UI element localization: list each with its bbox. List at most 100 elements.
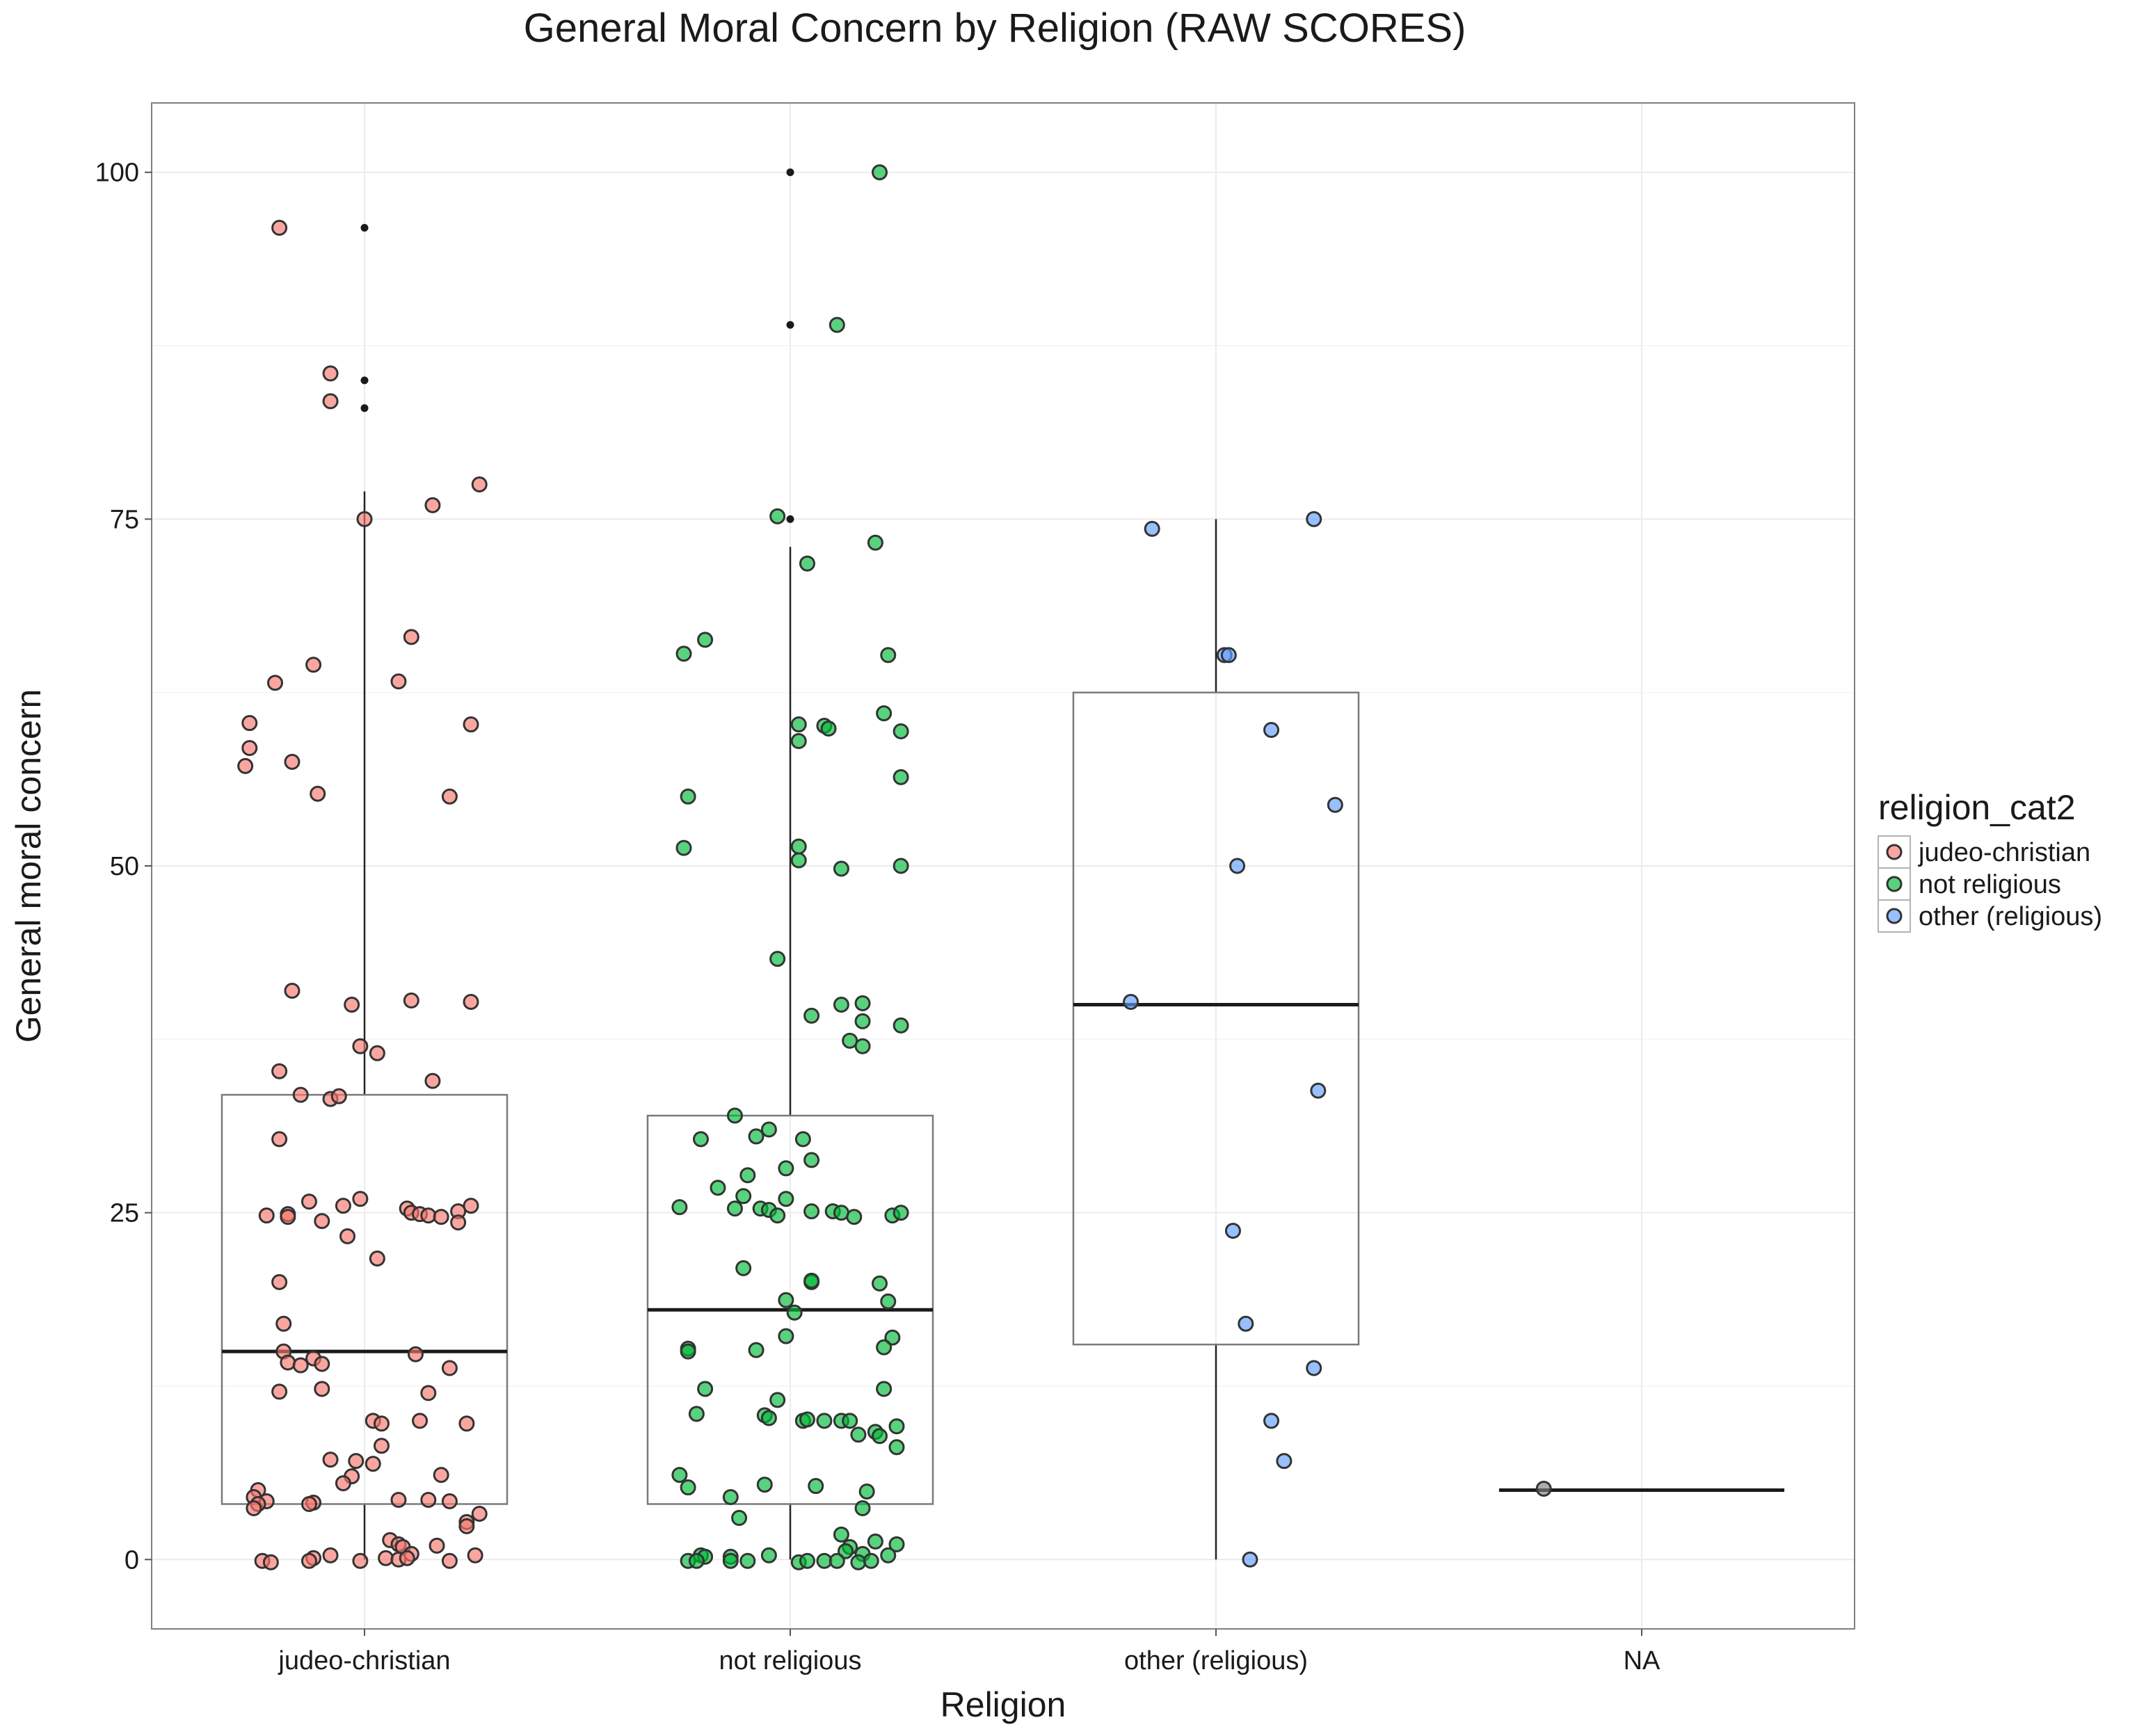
data-point (390, 1492, 407, 1509)
data-point (356, 511, 373, 527)
data-point (799, 1552, 815, 1569)
y-tick-label: 50 (110, 852, 139, 881)
outlier-point (786, 321, 794, 329)
data-point (778, 1292, 794, 1308)
legend-title: religion_cat2 (1878, 788, 2076, 827)
data-point (403, 992, 419, 1008)
data-point (803, 1007, 820, 1024)
data-point (778, 1328, 794, 1344)
data-point (271, 220, 288, 236)
data-point (748, 1342, 765, 1358)
x-axis: judeo-christian not religious other (relig… (278, 1629, 1660, 1675)
data-point (1306, 1360, 1322, 1376)
data-point (893, 1017, 909, 1034)
data-point (266, 675, 283, 691)
data-point (284, 983, 301, 999)
data-point (284, 753, 301, 770)
data-point (378, 1550, 394, 1566)
data-point (671, 1199, 688, 1216)
grid-lines (152, 103, 1855, 1629)
y-tick-label: 75 (110, 505, 139, 534)
data-point (1327, 796, 1343, 813)
data-point (680, 1479, 696, 1496)
data-point (769, 1392, 786, 1408)
data-point (778, 1160, 794, 1177)
data-point (412, 1413, 429, 1429)
data-point (680, 788, 696, 805)
legend-entry: judeo-christian (1878, 835, 2090, 869)
y-axis: 0 25 50 75 100 (95, 159, 152, 1575)
data-point (680, 1343, 696, 1360)
data-point (790, 838, 807, 855)
box-1 (221, 224, 509, 1560)
box-iqr (221, 1093, 509, 1505)
data-point (880, 1547, 897, 1564)
data-point (1310, 1082, 1327, 1099)
data-point (275, 1315, 292, 1332)
data-point (301, 1552, 317, 1569)
data-point (799, 555, 815, 572)
data-point (471, 1505, 488, 1522)
outlier-point (360, 404, 369, 412)
data-point (1276, 1453, 1292, 1470)
data-point (888, 1439, 905, 1456)
data-point (697, 1381, 714, 1397)
data-point (373, 1415, 390, 1432)
data-point (271, 1273, 288, 1290)
boxes-layer (221, 168, 1785, 1560)
data-point (369, 1250, 385, 1267)
outlier-point (786, 515, 794, 523)
data-point (441, 1493, 458, 1510)
x-tick-label: not religious (719, 1646, 862, 1675)
data-point (1123, 993, 1139, 1010)
data-point (838, 1543, 854, 1559)
data-point (1238, 1315, 1254, 1332)
data-point (373, 1438, 390, 1454)
data-point (688, 1552, 705, 1569)
legend-entry: not religious (1878, 867, 2061, 901)
data-point (280, 1209, 296, 1225)
data-point (850, 1426, 867, 1443)
data-point (722, 1552, 739, 1569)
data-point (846, 1209, 863, 1225)
data-point (463, 1198, 479, 1214)
data-point (352, 1038, 369, 1054)
data-point (1229, 858, 1246, 874)
data-point (794, 1131, 811, 1148)
data-point (739, 1552, 756, 1569)
data-point (876, 1339, 893, 1356)
data-point (854, 1038, 871, 1054)
data-point (829, 1552, 845, 1569)
data-point (433, 1467, 449, 1484)
data-point (692, 1131, 709, 1148)
data-point (722, 1489, 739, 1506)
legend-entry: other (religious) (1878, 899, 2102, 933)
data-point (790, 732, 807, 749)
data-point (816, 1413, 833, 1429)
chart-title: General Moral Concern by Religion (RAW S… (524, 6, 1466, 51)
legend-label: not religious (1919, 870, 2061, 899)
data-point (1224, 1223, 1241, 1239)
data-point (262, 1554, 279, 1570)
data-point (271, 1383, 288, 1400)
data-point (399, 1550, 415, 1566)
legend-label: judeo-christian (1918, 838, 2090, 867)
data-point (322, 365, 339, 382)
data-point (748, 1128, 765, 1145)
box-3 (1072, 519, 1360, 1560)
data-point (335, 1198, 351, 1214)
data-point (314, 1381, 330, 1397)
data-point (760, 1410, 777, 1426)
data-point (760, 1121, 777, 1138)
data-point (433, 1209, 449, 1225)
data-point (344, 996, 360, 1013)
data-point (1263, 722, 1280, 739)
data-point (833, 860, 849, 877)
data-point (893, 769, 909, 785)
data-point (867, 534, 883, 551)
y-axis-title: General moral concern (9, 689, 48, 1043)
data-point (458, 1415, 475, 1432)
data-point (726, 1107, 743, 1124)
data-point (893, 723, 909, 740)
